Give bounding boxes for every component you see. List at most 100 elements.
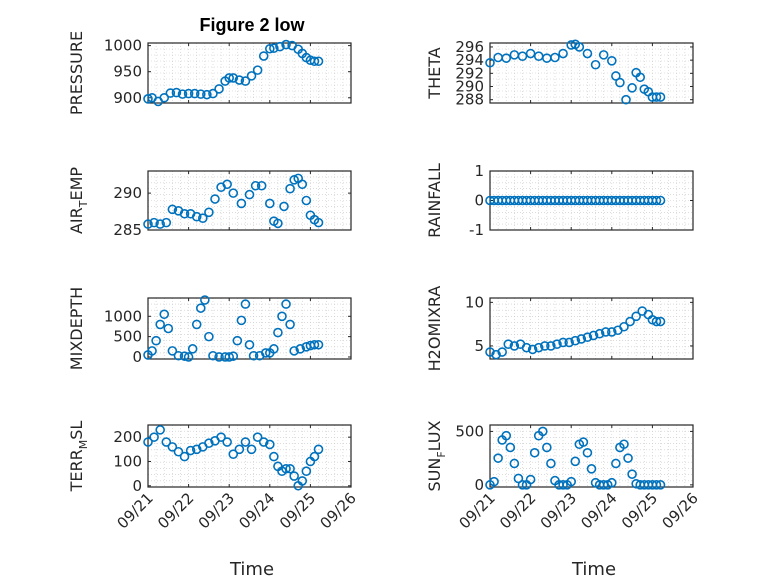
data-point — [297, 179, 308, 190]
data-point — [151, 335, 161, 346]
data-point — [485, 57, 495, 68]
data-point — [260, 348, 271, 358]
data-point — [285, 183, 295, 194]
data-point — [509, 341, 520, 351]
data-point — [264, 439, 275, 450]
data-point — [173, 350, 184, 361]
y-tick-label: 290 — [455, 78, 484, 96]
data-point — [651, 316, 662, 327]
data-point — [149, 217, 159, 228]
y-tick-label: 10 — [465, 293, 484, 311]
y-tick-label: 285 — [113, 221, 142, 239]
data-point — [224, 352, 234, 362]
data-point — [236, 315, 247, 326]
y-axis-label: AIRTEMP — [67, 167, 90, 234]
x-tick-label: 09/23 — [537, 489, 580, 532]
data-point — [297, 476, 308, 486]
data-point — [635, 72, 646, 83]
data-point — [586, 464, 597, 474]
data-point — [606, 477, 617, 488]
data-point — [655, 316, 666, 327]
data-point — [232, 335, 243, 346]
data-point — [566, 476, 577, 487]
y-axis-label: PRESSURE — [67, 31, 86, 115]
data-point — [147, 346, 157, 356]
data-point — [598, 50, 609, 60]
data-point — [258, 51, 269, 61]
data-point — [485, 347, 495, 357]
data-point — [615, 77, 625, 88]
y-tick-label: 0 — [132, 348, 142, 366]
x-axis-label-left: Time — [229, 559, 274, 580]
data-point — [497, 347, 507, 357]
data-point — [527, 344, 538, 355]
data-point — [537, 426, 548, 437]
data-point — [558, 480, 568, 490]
data-point — [143, 219, 153, 229]
data-point — [606, 327, 617, 337]
data-point — [529, 447, 540, 458]
data-point — [208, 88, 218, 99]
axes-box — [147, 297, 352, 360]
data-point — [655, 480, 666, 490]
y-tick-label: 1000 — [104, 37, 142, 55]
y-tick-label: 500 — [113, 328, 142, 346]
data-point — [627, 469, 637, 479]
data-point — [246, 71, 257, 81]
data-point — [269, 344, 279, 354]
data-point — [191, 319, 202, 330]
data-point — [289, 346, 299, 356]
data-point — [269, 451, 279, 462]
data-point — [533, 342, 544, 353]
data-point — [281, 299, 291, 309]
data-point — [313, 444, 324, 455]
data-point — [214, 352, 224, 362]
data-point — [155, 425, 165, 435]
data-point — [204, 438, 214, 449]
data-point — [558, 337, 568, 348]
axes-box — [147, 424, 352, 488]
data-point — [611, 71, 621, 81]
data-point — [171, 87, 182, 98]
data-point — [250, 180, 261, 191]
x-tick-label: 09/25 — [618, 489, 661, 532]
data-point — [161, 437, 172, 447]
y-tick-label: 100 — [113, 452, 142, 470]
data-point — [578, 437, 589, 447]
axes-box — [147, 42, 352, 104]
data-point — [264, 43, 275, 54]
data-point — [281, 463, 291, 474]
data-point — [187, 344, 198, 354]
data-point — [611, 458, 621, 469]
data-point — [143, 94, 153, 104]
data-point — [264, 198, 275, 209]
y-tick-label: 290 — [113, 184, 142, 202]
data-point — [594, 328, 605, 339]
data-point — [582, 48, 593, 59]
data-point — [558, 48, 568, 59]
data-point — [234, 75, 245, 85]
data-point — [228, 449, 239, 459]
x-tick-label: 09/25 — [276, 489, 319, 532]
data-point — [651, 480, 662, 490]
data-point — [159, 92, 170, 103]
y-tick-label: 900 — [113, 89, 142, 107]
data-point — [619, 321, 629, 332]
data-point — [517, 480, 528, 490]
data-point — [244, 189, 255, 200]
data-point — [228, 188, 239, 198]
data-point — [503, 339, 514, 349]
data-point — [564, 337, 574, 348]
data-point — [542, 442, 552, 453]
y-axis-label: MIXDEPTH — [67, 287, 86, 370]
data-point — [301, 195, 312, 206]
data-point — [582, 447, 593, 458]
data-point — [289, 471, 299, 481]
data-point — [501, 430, 512, 441]
subplot-h2omixra: 5 10 H2OMIXRA — [425, 286, 694, 371]
data-point — [179, 351, 190, 361]
data-point — [309, 451, 320, 462]
data-point — [619, 439, 629, 450]
